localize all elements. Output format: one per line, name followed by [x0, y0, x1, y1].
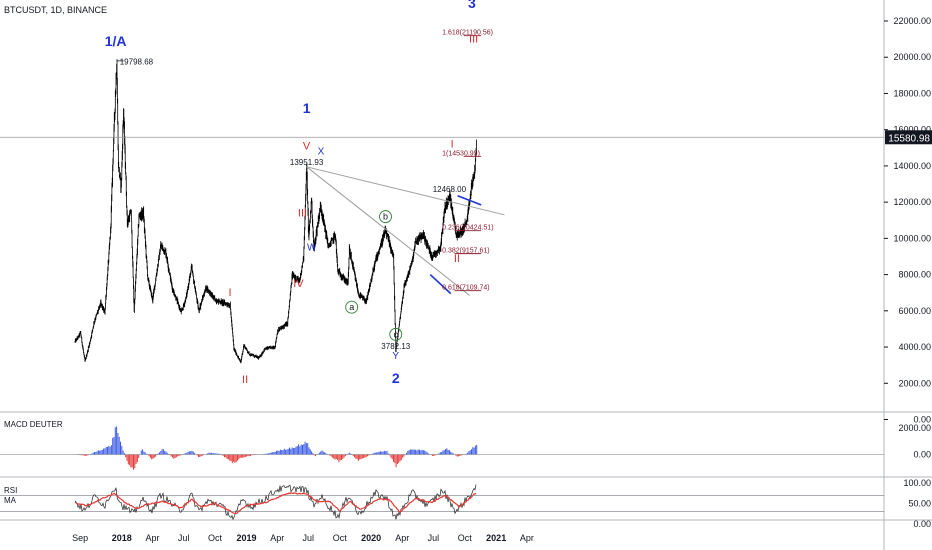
rsi-tick-label: 50.00	[908, 499, 931, 509]
price-tick-label: 4000.00	[898, 342, 931, 352]
wave-label-r_III_2020: III	[469, 34, 478, 46]
wave-label-Y: Y	[392, 351, 399, 362]
wave-label-c: c	[394, 329, 399, 339]
wave-label-r_IV_2019: IV	[293, 278, 304, 290]
time-tick-label: 2018	[112, 533, 132, 543]
price-tick-label: 20000.00	[893, 52, 931, 62]
time-tick-label: 2020	[361, 533, 381, 543]
rsi-panel[interactable]	[0, 484, 884, 519]
time-tick-label: Jul	[303, 533, 315, 543]
time-tick-label: Oct	[458, 533, 473, 543]
wave-label-a: a	[349, 302, 354, 312]
wave-label-r_II_2020: II	[454, 253, 460, 265]
time-tick-label: Apr	[146, 533, 160, 543]
fib-level-label: 0.382(9157.61)	[442, 248, 489, 255]
macd-panel[interactable]	[0, 427, 884, 470]
time-tick-label: Oct	[333, 533, 348, 543]
time-tick-label: 2019	[236, 533, 256, 543]
rsi-tick-label: 0.00	[913, 519, 931, 529]
wave-label-r_III_2019: III	[298, 208, 307, 220]
fib-level-label: 0.618(7109.74)	[442, 285, 489, 292]
wave-label-r_II_2018: II	[242, 374, 248, 386]
time-tick-label: Apr	[270, 533, 284, 543]
rsi-tick-label: 100.00	[903, 478, 931, 488]
macd-tick-label: 2000.00	[898, 423, 931, 433]
price-tick-label: 16000.00	[893, 125, 931, 135]
high-aug-2020-price-label: 12468.00	[433, 185, 467, 194]
high-2019-price-label: 13951.93	[290, 158, 324, 167]
price-tick-label: 2000.00	[898, 378, 931, 388]
price-tick-label: 22000.00	[893, 16, 931, 26]
wave-label-W: W	[307, 242, 317, 253]
rsi-line	[75, 484, 476, 519]
wave-label-b: b	[383, 212, 388, 222]
wave-label-w1A: 1/A	[105, 33, 127, 49]
wave-label-w2: 2	[392, 370, 400, 386]
wave-label-r_V_2019: V	[303, 140, 311, 152]
low-2020-price-label: 3782.13	[381, 342, 410, 351]
time-tick-label: Sep	[72, 533, 88, 543]
price-tick-label: 6000.00	[898, 306, 931, 316]
axes: 0.00 2000.00 4000.00 6000.00 8000.00 10000.00…	[72, 16, 931, 543]
wave-label-w1: 1	[303, 100, 311, 116]
last-price-label: 15580.98	[888, 133, 930, 144]
time-tick-label: Oct	[208, 533, 223, 543]
fib-level-label: 0.236(10424.51)	[442, 225, 493, 232]
time-tick-label: Jul	[178, 533, 190, 543]
fib-level-label: 1(14530.99)	[442, 150, 480, 157]
symbol-title: BTCUSDT, 1D, BINANCE	[4, 5, 107, 15]
macd-panel-title: MACD DEUTER	[4, 420, 63, 429]
time-tick-label: Apr	[395, 533, 409, 543]
wave-label-r_I_2018: I	[229, 287, 232, 299]
price-tick-label: 8000.00	[898, 270, 931, 280]
price-tick-label: 10000.00	[893, 233, 931, 243]
price-tick-label: 12000.00	[893, 197, 931, 207]
ath-price-label: 19798.68	[120, 57, 154, 66]
price-tick-label: 18000.00	[893, 88, 931, 98]
wave-label-r_I_2020: I	[451, 139, 454, 151]
wave-label-X: X	[318, 146, 325, 157]
fib-level-label: 1.618(21190.56)	[442, 30, 493, 37]
macd-tick-label: 0.00	[913, 450, 931, 460]
price-tick-label: 14000.00	[893, 161, 931, 171]
rsi-ma-title: MA	[4, 496, 16, 505]
wave-label-w3: 3	[468, 0, 476, 11]
time-tick-label: 2021	[486, 533, 506, 543]
price-panel[interactable]: 15580.98 1.618(21190.56) 1(14530.99) 0.236(…	[0, 0, 932, 386]
time-tick-label: Apr	[520, 533, 534, 543]
rsi-panel-title: RSI	[4, 486, 17, 495]
time-tick-label: Jul	[428, 533, 440, 543]
